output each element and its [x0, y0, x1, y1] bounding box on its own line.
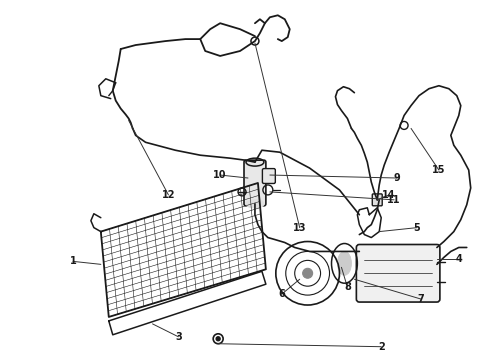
Text: 14: 14	[382, 190, 396, 200]
Ellipse shape	[338, 251, 351, 275]
Text: 13: 13	[293, 222, 306, 233]
Text: 4: 4	[455, 255, 462, 264]
Text: 3: 3	[175, 332, 182, 342]
Text: 15: 15	[432, 165, 445, 175]
Text: 6: 6	[278, 289, 285, 299]
Text: 10: 10	[213, 170, 227, 180]
Text: 11: 11	[388, 195, 401, 205]
Text: 9: 9	[394, 173, 400, 183]
Ellipse shape	[246, 200, 264, 208]
Text: 7: 7	[417, 294, 424, 304]
Circle shape	[216, 337, 220, 341]
FancyBboxPatch shape	[244, 160, 266, 206]
FancyBboxPatch shape	[263, 168, 275, 184]
Text: 2: 2	[378, 342, 385, 352]
Circle shape	[303, 268, 313, 278]
FancyBboxPatch shape	[356, 244, 440, 302]
FancyBboxPatch shape	[372, 194, 382, 206]
Text: 1: 1	[70, 256, 76, 266]
Text: 5: 5	[414, 222, 420, 233]
Text: 12: 12	[162, 190, 175, 200]
Text: 8: 8	[344, 282, 351, 292]
